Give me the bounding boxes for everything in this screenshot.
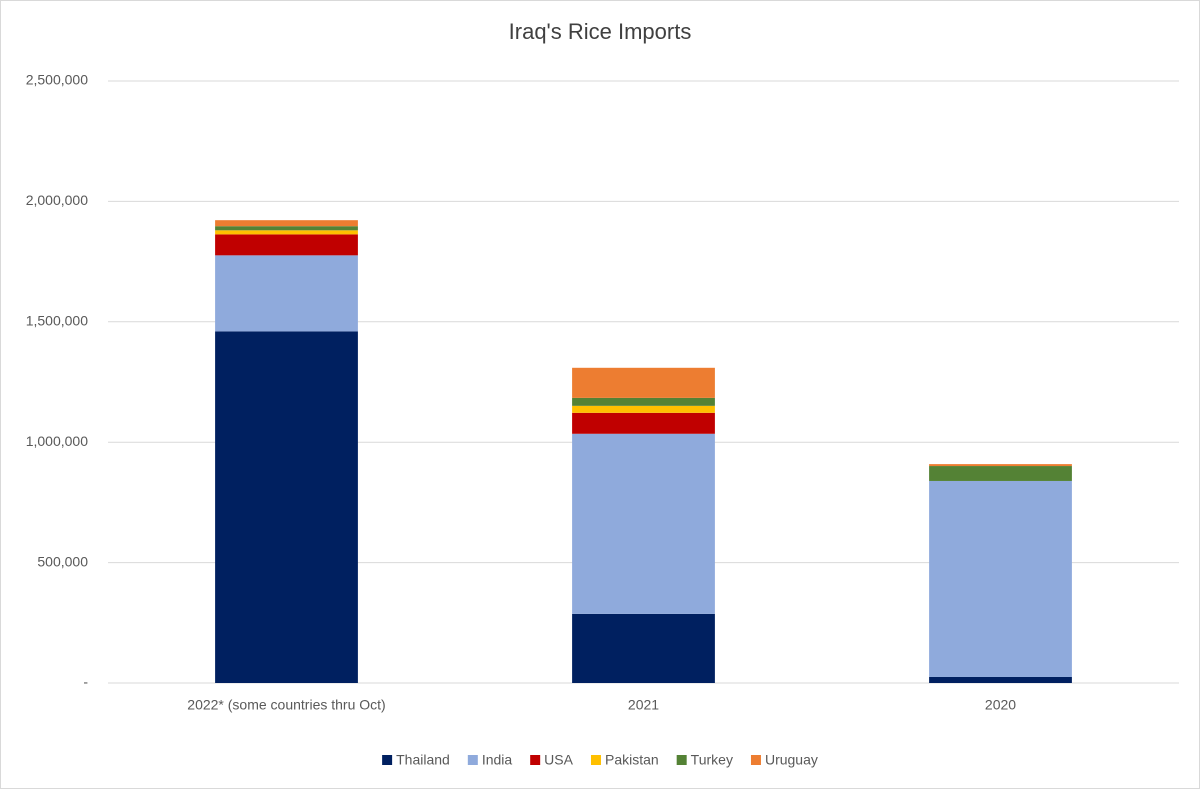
- bar-segment: [215, 226, 358, 231]
- y-tick-label: -: [83, 674, 88, 690]
- bar-segment: [215, 331, 358, 683]
- bar-segment: [572, 367, 715, 398]
- x-tick-label: 2021: [628, 697, 659, 713]
- bar-segment: [572, 405, 715, 413]
- legend-swatch: [676, 755, 687, 765]
- bar-segment: [572, 613, 715, 683]
- bar-segment: [572, 433, 715, 614]
- legend-swatch: [530, 755, 541, 765]
- y-tick-label: 2,000,000: [26, 192, 88, 208]
- legend-label: Pakistan: [605, 752, 659, 768]
- bar-segment: [572, 412, 715, 434]
- x-tick-label: 2022* (some countries thru Oct): [187, 697, 385, 713]
- bar-segment: [215, 255, 358, 332]
- bar-segment: [572, 397, 715, 406]
- bar-segment: [215, 234, 358, 256]
- legend-label: India: [482, 752, 513, 768]
- y-tick-label: 500,000: [37, 553, 88, 569]
- x-tick-label: 2020: [985, 697, 1016, 713]
- bar-segment: [929, 464, 1072, 467]
- legend-swatch: [467, 755, 478, 765]
- legend-label: Turkey: [691, 752, 733, 768]
- legend-label: Thailand: [396, 752, 450, 768]
- bar-segment: [215, 230, 358, 235]
- bar-segment: [215, 220, 358, 227]
- y-tick-label: 1,000,000: [26, 433, 88, 449]
- y-tick-label: 1,500,000: [26, 313, 88, 329]
- y-tick-label: 2,500,000: [26, 72, 88, 88]
- bar-segment: [929, 466, 1072, 481]
- legend-label: Uruguay: [765, 752, 818, 768]
- bar-segment: [929, 676, 1072, 683]
- legend-swatch: [590, 755, 601, 765]
- legend-swatch: [750, 755, 761, 765]
- bar-segment: [929, 480, 1072, 677]
- chart-title: Iraq's Rice Imports: [509, 19, 692, 44]
- legend: Thailand India USA Pakistan Turkey Uruguay: [382, 752, 818, 768]
- legend-label: USA: [544, 752, 573, 768]
- legend-swatch: [382, 755, 393, 765]
